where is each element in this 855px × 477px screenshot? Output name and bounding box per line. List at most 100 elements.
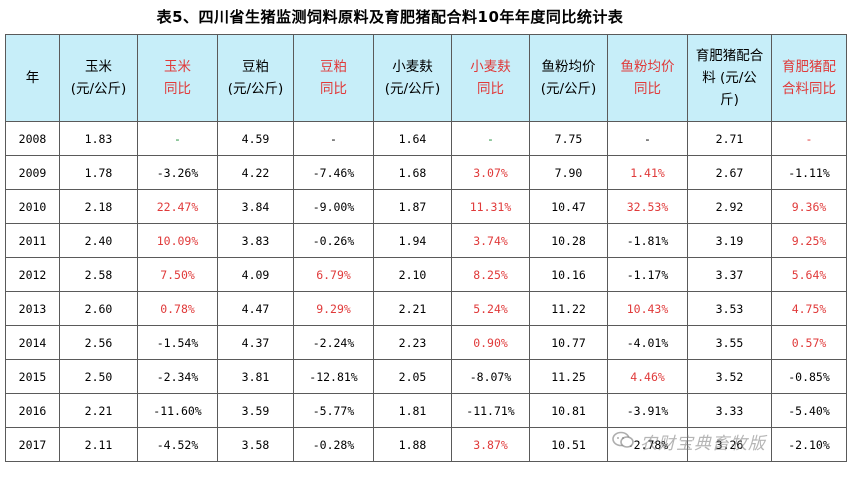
- column-header-line: 同比: [477, 81, 504, 97]
- table-cell: 3.37: [687, 257, 772, 292]
- table-row: 2015 2.50 -2.34% 3.81 -12.81% 2.05 -8.07% 11.25…: [5, 359, 847, 394]
- table-cell: -11.71%: [451, 393, 530, 428]
- table-cell: 3.52: [687, 359, 772, 394]
- year-cell: 2016: [5, 393, 60, 428]
- year-cell: 2011: [5, 223, 60, 258]
- table-cell: 10.81: [529, 393, 608, 428]
- table-cell: -2.24%: [293, 325, 374, 360]
- column-header: 育肥猪配 合料同比: [771, 34, 847, 122]
- table-cell: -1.81%: [607, 223, 688, 258]
- table-cell: 0.78%: [137, 291, 218, 326]
- table-cell: 9.36%: [771, 189, 847, 224]
- table-cell: 3.33: [687, 393, 772, 428]
- column-header-line: (元/公斤): [227, 81, 284, 97]
- table-cell: 4.22: [217, 155, 294, 190]
- table-cell: 8.25%: [451, 257, 530, 292]
- table-cell: 11.22: [529, 291, 608, 326]
- table-cell: 2.67: [687, 155, 772, 190]
- column-header-line: 料 (元/公: [702, 70, 757, 86]
- year-cell: 2017: [5, 427, 60, 462]
- table-cell: 0.90%: [451, 325, 530, 360]
- price-table: 年玉米 (元/公斤) 玉米 同比 豆粕 (元/公斤) 豆粕 同比 小麦麸 (元/公斤) 小麦麸 同比鱼…: [5, 34, 847, 462]
- table-cell: 4.75%: [771, 291, 847, 326]
- column-header-line: 豆粕: [242, 59, 269, 75]
- table-row: 2016 2.21 -11.60% 3.59 -5.77% 1.81 -11.71% 10.8…: [5, 393, 847, 428]
- table-cell: -0.26%: [293, 223, 374, 258]
- column-header: 小麦麸 (元/公斤): [373, 34, 452, 122]
- table-cell: 10.43%: [607, 291, 688, 326]
- table-cell: -0.85%: [771, 359, 847, 394]
- table-cell: 1.78: [59, 155, 138, 190]
- table-cell: 2.10: [373, 257, 452, 292]
- table-cell: 3.81: [217, 359, 294, 394]
- year-cell: 2015: [5, 359, 60, 394]
- table-row: 2009 1.78 -3.26% 4.22 -7.46% 1.68 3.07% 7.90 1.4…: [5, 155, 847, 190]
- year-cell: 2013: [5, 291, 60, 326]
- table-cell: 22.47%: [137, 189, 218, 224]
- table-cell: -: [137, 121, 218, 156]
- table-cell: 1.83: [59, 121, 138, 156]
- table-cell: -4.52%: [137, 427, 218, 462]
- table-cell: 4.09: [217, 257, 294, 292]
- column-header: 年: [5, 34, 60, 122]
- table-cell: 2.23: [373, 325, 452, 360]
- table-cell: 9.25%: [771, 223, 847, 258]
- table-cell: 2.21: [59, 393, 138, 428]
- column-header-line: 鱼粉均价: [541, 59, 596, 75]
- column-header-line: 合料同比: [782, 81, 836, 97]
- column-header: 鱼粉均价 同比: [607, 34, 688, 122]
- table-cell: 1.64: [373, 121, 452, 156]
- table-cell: -5.40%: [771, 393, 847, 428]
- table-cell: 3.53: [687, 291, 772, 326]
- column-header: 玉米 同比: [137, 34, 218, 122]
- table-cell: 11.25: [529, 359, 608, 394]
- table-cell: 3.19: [687, 223, 772, 258]
- wechat-icon: [612, 431, 634, 448]
- table-cell: -1.17%: [607, 257, 688, 292]
- table-row: 2017 2.11 -4.52% 3.58 -0.28% 1.88 3.87% 10.51 -2…: [5, 427, 847, 462]
- table-cell: -3.91%: [607, 393, 688, 428]
- table-cell: 2.58: [59, 257, 138, 292]
- table-cell: -1.54%: [137, 325, 218, 360]
- table-cell: -: [607, 121, 688, 156]
- year-cell: 2012: [5, 257, 60, 292]
- table-cell: 3.74%: [451, 223, 530, 258]
- table-cell: -: [293, 121, 374, 156]
- table-cell: 1.41%: [607, 155, 688, 190]
- table-cell: 2.50: [59, 359, 138, 394]
- table-cell: 11.31%: [451, 189, 530, 224]
- table-cell: 1.81: [373, 393, 452, 428]
- table-cell: -0.28%: [293, 427, 374, 462]
- table-row: 2011 2.40 10.09% 3.83 -0.26% 1.94 3.74% 10.28 -1…: [5, 223, 847, 258]
- table-cell: 3.87%: [451, 427, 530, 462]
- table-cell: 4.37: [217, 325, 294, 360]
- table-cell: -9.00%: [293, 189, 374, 224]
- table-cell: -4.01%: [607, 325, 688, 360]
- table-cell: -11.60%: [137, 393, 218, 428]
- table-body: 2008 1.83-4.59-1.64-7.75-2.71-2009 1.78 -3.…: [5, 121, 847, 462]
- table-cell: -2.34%: [137, 359, 218, 394]
- table-cell: -12.81%: [293, 359, 374, 394]
- table-cell: 3.59: [217, 393, 294, 428]
- column-header-line: 鱼粉均价: [620, 59, 675, 75]
- table-row: 2010 2.18 22.47% 3.84 -9.00% 1.87 11.31% 10.47 3…: [5, 189, 847, 224]
- table-cell: 0.57%: [771, 325, 847, 360]
- table-cell: 7.50%: [137, 257, 218, 292]
- table-cell: 10.51: [529, 427, 608, 462]
- table-cell: 5.24%: [451, 291, 530, 326]
- column-header: 育肥猪配合料 (元/公 斤): [687, 34, 772, 122]
- year-cell: 2009: [5, 155, 60, 190]
- table-cell: 4.59: [217, 121, 294, 156]
- column-header: 鱼粉均价 (元/公斤): [529, 34, 608, 122]
- table-cell: 10.47: [529, 189, 608, 224]
- column-header-line: 育肥猪配: [782, 59, 836, 75]
- column-header-line: 小麦麸: [470, 59, 511, 75]
- column-header-line: 小麦麸: [392, 59, 433, 75]
- table-cell: -1.11%: [771, 155, 847, 190]
- year-cell: 2008: [5, 121, 60, 156]
- table-cell: 2.60: [59, 291, 138, 326]
- table-cell: 2.21: [373, 291, 452, 326]
- table-cell: -2.10%: [771, 427, 847, 462]
- table-cell: 3.58: [217, 427, 294, 462]
- table-cell: 10.09%: [137, 223, 218, 258]
